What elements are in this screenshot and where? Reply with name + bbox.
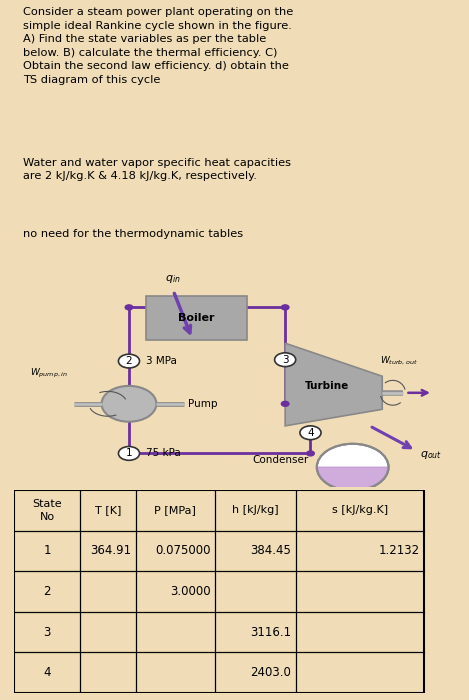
Text: State
No: State No: [32, 499, 62, 522]
Text: $q_{out}$: $q_{out}$: [420, 449, 442, 461]
Circle shape: [281, 305, 289, 310]
Circle shape: [274, 353, 295, 367]
Polygon shape: [285, 343, 382, 426]
Text: 3116.1: 3116.1: [250, 626, 291, 638]
Text: h [kJ/kg]: h [kJ/kg]: [232, 505, 279, 515]
Text: Water and water vapor specific heat capacities
are 2 kJ/kg.K & 4.18 kJ/kg.K, res: Water and water vapor specific heat capa…: [23, 158, 291, 181]
Text: s [kJ/kg.K]: s [kJ/kg.K]: [332, 505, 388, 515]
Circle shape: [317, 444, 388, 491]
Text: P [MPa]: P [MPa]: [154, 505, 196, 515]
Circle shape: [125, 305, 133, 310]
Text: 384.45: 384.45: [250, 545, 291, 557]
Text: 364.91: 364.91: [91, 545, 131, 557]
Text: 3.0000: 3.0000: [170, 585, 211, 598]
Text: 3: 3: [44, 626, 51, 638]
Circle shape: [125, 451, 133, 456]
Text: Boiler: Boiler: [178, 314, 215, 323]
Polygon shape: [318, 467, 388, 490]
Circle shape: [101, 386, 156, 421]
Text: no need for the thermodynamic tables: no need for the thermodynamic tables: [23, 230, 243, 239]
Text: 2403.0: 2403.0: [250, 666, 291, 679]
Text: 3 MPa: 3 MPa: [146, 356, 177, 366]
Circle shape: [118, 447, 140, 461]
Text: 1: 1: [126, 449, 132, 458]
Text: $W_{pump,in}$: $W_{pump,in}$: [30, 367, 68, 380]
Circle shape: [300, 426, 321, 440]
Text: 75 kPa: 75 kPa: [146, 449, 181, 458]
Text: 3: 3: [282, 355, 288, 365]
Text: 1.2132: 1.2132: [378, 545, 419, 557]
Text: Turbine: Turbine: [305, 381, 349, 391]
FancyBboxPatch shape: [146, 296, 247, 340]
Text: Pump: Pump: [188, 399, 218, 409]
Text: 1: 1: [44, 545, 51, 557]
Text: $q_{in}$: $q_{in}$: [166, 273, 181, 286]
Circle shape: [118, 354, 140, 368]
Text: T [K]: T [K]: [95, 505, 121, 515]
Text: $W_{turb,out}$: $W_{turb,out}$: [380, 355, 418, 368]
Circle shape: [307, 451, 314, 456]
Text: Condenser: Condenser: [253, 455, 309, 466]
Text: 0.075000: 0.075000: [155, 545, 211, 557]
Text: 2: 2: [44, 585, 51, 598]
Text: 4: 4: [307, 428, 314, 438]
Text: Consider a steam power plant operating on the
simple ideal Rankine cycle shown i: Consider a steam power plant operating o…: [23, 7, 294, 85]
Circle shape: [281, 401, 289, 406]
Text: 2: 2: [126, 356, 132, 366]
Text: 4: 4: [44, 666, 51, 679]
